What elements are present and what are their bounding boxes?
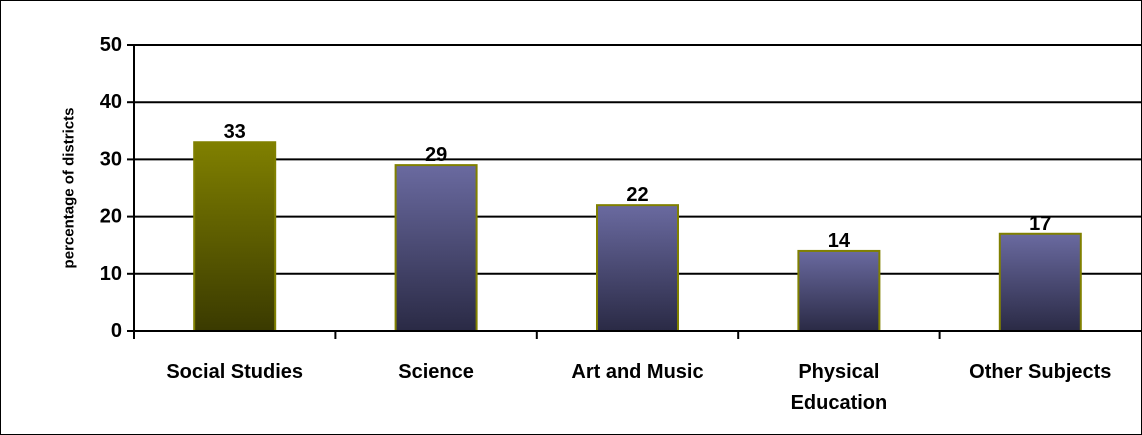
axes xyxy=(127,44,1141,339)
labels: 0 10 20 30 40 50 33 Social Studies 29 Science 22 Ar… xyxy=(100,34,1112,414)
y-tick-label: 30 xyxy=(100,148,122,170)
data-label-2: 22 xyxy=(626,184,648,206)
bar-1 xyxy=(394,164,478,332)
y-tick-label: 10 xyxy=(100,263,122,285)
category-label-3: Physical xyxy=(798,361,879,383)
y-tick-label: 20 xyxy=(100,206,122,228)
bar-2 xyxy=(596,204,679,332)
category-label-3: Education xyxy=(791,392,888,414)
bar-4 xyxy=(998,232,1082,332)
bars xyxy=(193,141,1082,332)
category-label-1: Science xyxy=(398,361,474,383)
data-label-3: 14 xyxy=(828,230,851,252)
bar-0 xyxy=(193,141,277,332)
y-tick-label: 40 xyxy=(100,91,122,113)
y-tick-label: 50 xyxy=(100,34,122,56)
bar-3 xyxy=(797,249,881,332)
data-label-1: 29 xyxy=(425,144,447,166)
y-tick-label: 0 xyxy=(111,320,122,342)
data-label-4: 17 xyxy=(1029,213,1051,235)
y-axis-title: percentage of districts xyxy=(61,108,78,269)
gridlines xyxy=(134,44,1141,275)
category-label-4: Other Subjects xyxy=(969,361,1111,383)
data-label-0: 33 xyxy=(224,121,246,143)
category-label-0: Social Studies xyxy=(166,361,303,383)
category-label-2: Art and Music xyxy=(571,361,703,383)
